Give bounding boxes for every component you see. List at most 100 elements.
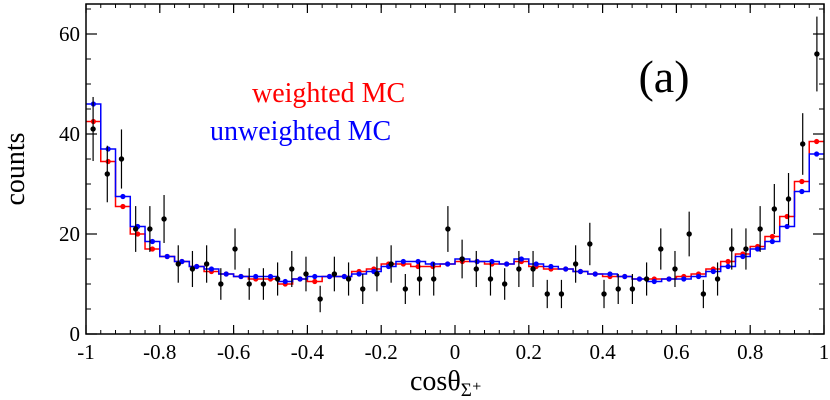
plot-frame [85, 3, 825, 335]
y-tick-label: 20 [59, 222, 80, 246]
mc-marker-unweighted [164, 253, 170, 260]
x-tick-label: -0.2 [365, 340, 398, 364]
mc-marker-unweighted [548, 263, 554, 270]
data-point [615, 286, 621, 292]
mc-marker-weighted [769, 233, 775, 240]
mc-marker-unweighted [105, 146, 111, 152]
mc-marker-unweighted [238, 273, 244, 280]
mc-marker-unweighted [725, 263, 731, 270]
y-tick-label: 60 [59, 22, 80, 46]
mc-marker-unweighted [326, 273, 333, 280]
mc-marker-unweighted [445, 261, 451, 267]
data-point [431, 276, 437, 282]
mc-marker-unweighted [120, 193, 126, 200]
data-point [643, 276, 650, 282]
x-tick-label: -0.8 [143, 340, 176, 364]
mc-marker-unweighted [400, 258, 406, 265]
mc-marker-weighted [105, 158, 111, 165]
y-tick-label: 40 [59, 122, 80, 146]
mc-marker-weighted [135, 231, 141, 237]
mc-marker-unweighted [356, 271, 362, 277]
data-point [800, 141, 806, 147]
x-tick-label: -0.4 [291, 340, 325, 364]
data-point [487, 276, 494, 282]
mc-marker-unweighted [769, 238, 775, 245]
data-point [189, 266, 196, 272]
mc-marker-unweighted [474, 258, 480, 265]
mc-marker-unweighted [312, 273, 318, 280]
mc-marker-unweighted [695, 273, 702, 280]
mc-marker-unweighted [814, 151, 820, 157]
data-point [132, 226, 139, 232]
mc-marker-unweighted [563, 266, 569, 272]
mc-marker-unweighted [577, 268, 584, 275]
data-point [274, 276, 281, 282]
data-point [331, 271, 338, 277]
mc-marker-unweighted [666, 276, 672, 282]
data-point [118, 156, 125, 162]
x-tick-label: -1 [77, 340, 95, 364]
data-point [785, 196, 792, 202]
mc-marker-weighted [799, 178, 805, 185]
mc-marker-unweighted [622, 273, 628, 280]
mc-marker-unweighted [636, 276, 643, 282]
data-point [260, 281, 267, 287]
data-point [445, 226, 451, 232]
data-point [289, 266, 295, 272]
data-point [317, 296, 323, 302]
mc-marker-unweighted [710, 268, 716, 275]
data-point [90, 126, 96, 132]
x-tick-label: 0 [450, 340, 461, 364]
data-point [686, 231, 692, 237]
data-point [501, 281, 508, 287]
x-tick-label: 0.2 [516, 340, 542, 364]
data-point [459, 256, 465, 262]
data-point [587, 241, 593, 247]
series-step-unweighted [86, 103, 824, 283]
mc-marker-weighted [814, 138, 820, 145]
mc-marker-weighted [312, 278, 318, 285]
y-tick-label: 0 [70, 322, 81, 346]
x-tick-label: 1 [819, 340, 830, 364]
panel-label: (a) [638, 51, 689, 102]
mc-marker-unweighted [504, 261, 510, 267]
mc-marker-unweighted [253, 273, 259, 280]
data-point [530, 266, 536, 272]
data-point [473, 266, 479, 272]
mc-marker-unweighted [341, 273, 347, 280]
mc-marker-unweighted [518, 256, 525, 262]
x-axis-title-main: cosθ [410, 366, 461, 397]
data-point [771, 206, 778, 212]
data-point [601, 291, 607, 297]
data-point [729, 246, 735, 252]
mc-marker-unweighted [208, 266, 215, 272]
data-point [544, 291, 550, 297]
data-point [161, 216, 167, 222]
data-point [757, 226, 763, 232]
data-point [814, 51, 820, 57]
mc-marker-unweighted [194, 263, 200, 270]
x-tick-label: 0.4 [589, 340, 616, 364]
data-point [672, 266, 678, 272]
x-tick-label: -0.6 [217, 340, 250, 364]
data-point [175, 261, 181, 267]
data-point [700, 291, 707, 297]
mc-marker-unweighted [282, 278, 288, 285]
data-point [147, 226, 153, 232]
mc-marker-unweighted [430, 261, 436, 267]
data-point [558, 291, 565, 297]
data-point [203, 261, 210, 267]
axes: -1 -0.8 -0.6 -0.4 -0.2 0 0.2 0.4 0.6 0.8 1 0 20 40 60 [59, 4, 829, 364]
mc-marker-unweighted [607, 271, 613, 277]
legend-weighted-label: weighted MC [252, 78, 405, 109]
mc-marker-unweighted [681, 276, 687, 282]
mc-marker-unweighted [592, 271, 598, 277]
x-tick-label: 0.6 [663, 340, 689, 364]
mc-marker-unweighted [799, 188, 805, 195]
mc-marker-unweighted [754, 246, 761, 252]
plot-content [86, 16, 824, 313]
data-point [218, 281, 224, 287]
data-point [360, 286, 366, 292]
x-axis-title-subscript: Σ⁺ [461, 380, 482, 400]
